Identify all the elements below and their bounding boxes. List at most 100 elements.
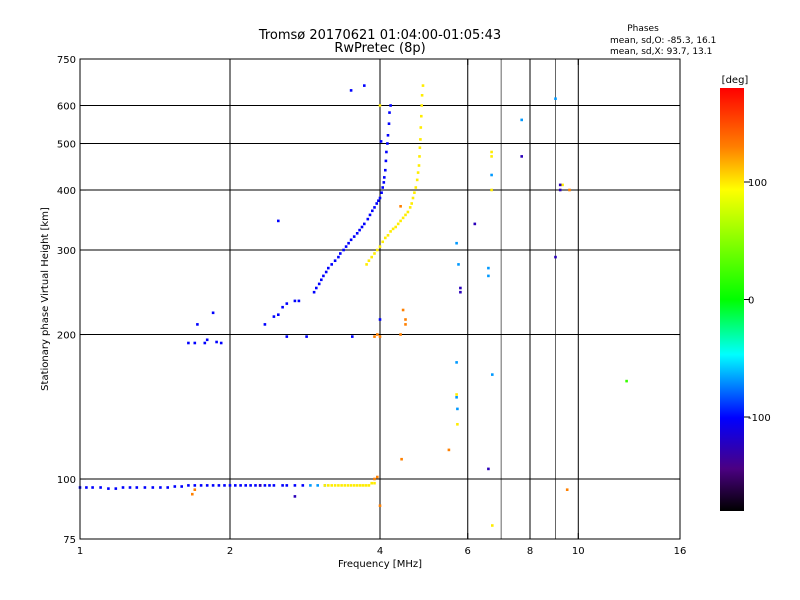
data-point [312, 290, 316, 294]
colorbar-label: [deg] [722, 75, 749, 86]
data-point [457, 263, 460, 266]
data-point [351, 335, 354, 338]
data-point [217, 484, 221, 487]
data-point [416, 171, 420, 174]
data-point [342, 248, 345, 252]
data-point [263, 484, 267, 487]
x-tick-label: 10 [572, 546, 585, 557]
data-point [301, 484, 305, 487]
data-point [388, 111, 391, 114]
data-point [337, 255, 340, 259]
data-point [380, 191, 383, 194]
data-point [386, 142, 389, 145]
data-point [400, 457, 403, 461]
data-point [490, 150, 493, 154]
data-point [396, 222, 400, 226]
data-point [324, 270, 328, 274]
data-point [490, 173, 493, 177]
data-point [333, 259, 337, 262]
data-point [211, 311, 215, 315]
data-point [196, 323, 199, 326]
data-point [384, 159, 388, 163]
phases-x-stats: mean, sd,X: 93.7, 13.1 [610, 47, 712, 57]
data-point [293, 484, 297, 487]
data-point [391, 227, 395, 231]
data-point [558, 183, 562, 187]
data-point [263, 323, 267, 326]
data-point [373, 481, 376, 485]
data-point [378, 104, 382, 107]
data-point [203, 341, 207, 345]
data-point [389, 230, 392, 233]
chart-title: Tromsø 20170621 01:04:00-01:05:43 [258, 28, 501, 43]
data-point [565, 488, 569, 491]
data-point [305, 335, 308, 338]
data-point [205, 484, 209, 487]
data-point [91, 486, 94, 489]
data-point [309, 484, 312, 487]
data-point [323, 484, 327, 487]
data-point [330, 484, 333, 487]
data-point [401, 308, 405, 312]
data-point [355, 484, 359, 487]
data-point [455, 361, 458, 364]
data-point [320, 278, 323, 282]
data-point [277, 219, 280, 223]
data-point [383, 176, 386, 179]
data-point [151, 486, 155, 489]
data-point [358, 228, 361, 232]
x-axis-label: Frequency [MHz] [338, 559, 422, 570]
data-point [316, 484, 319, 487]
data-point [558, 188, 562, 192]
data-point [376, 333, 379, 336]
data-point [285, 335, 289, 338]
data-point [281, 305, 284, 309]
x-tick-label: 6 [465, 546, 471, 557]
data-point [456, 423, 459, 426]
x-tick-label: 16 [674, 546, 687, 557]
data-point [370, 255, 373, 259]
x-tick-label: 8 [527, 546, 533, 557]
data-point [234, 484, 237, 487]
data-point [315, 286, 318, 290]
data-point [406, 210, 410, 214]
data-point [343, 484, 347, 487]
data-point [107, 487, 110, 490]
grid [80, 59, 680, 539]
data-point [187, 484, 190, 487]
data-point [447, 448, 451, 452]
data-point [375, 202, 378, 205]
data-point [420, 94, 424, 97]
data-point [272, 315, 276, 318]
data-point [394, 225, 397, 229]
data-point [364, 484, 368, 487]
data-point [404, 323, 407, 326]
y-tick-label: 100 [57, 475, 76, 486]
data-point [193, 484, 197, 487]
data-point [349, 238, 353, 242]
y-tick-label: 300 [57, 246, 76, 257]
data-point [387, 122, 391, 125]
data-point [352, 484, 356, 487]
data-point [420, 104, 423, 107]
data-point [386, 134, 390, 137]
data-point [349, 89, 353, 92]
data-point [419, 126, 423, 129]
data-point [455, 393, 458, 396]
data-point [376, 475, 379, 479]
colorbar [720, 88, 744, 511]
data-point [366, 217, 370, 221]
data-point [373, 477, 376, 481]
data-point [340, 484, 343, 487]
y-axis-label: Stationary phase Virtual Height [km] [40, 207, 51, 391]
data-point [277, 313, 280, 316]
data-point [352, 235, 356, 238]
data-point [473, 222, 477, 226]
data-point [410, 202, 413, 205]
data-point [330, 263, 333, 266]
data-point [404, 213, 407, 217]
data-point [561, 183, 564, 187]
data-point [99, 486, 102, 489]
data-point [455, 241, 458, 245]
data-point [399, 333, 402, 336]
